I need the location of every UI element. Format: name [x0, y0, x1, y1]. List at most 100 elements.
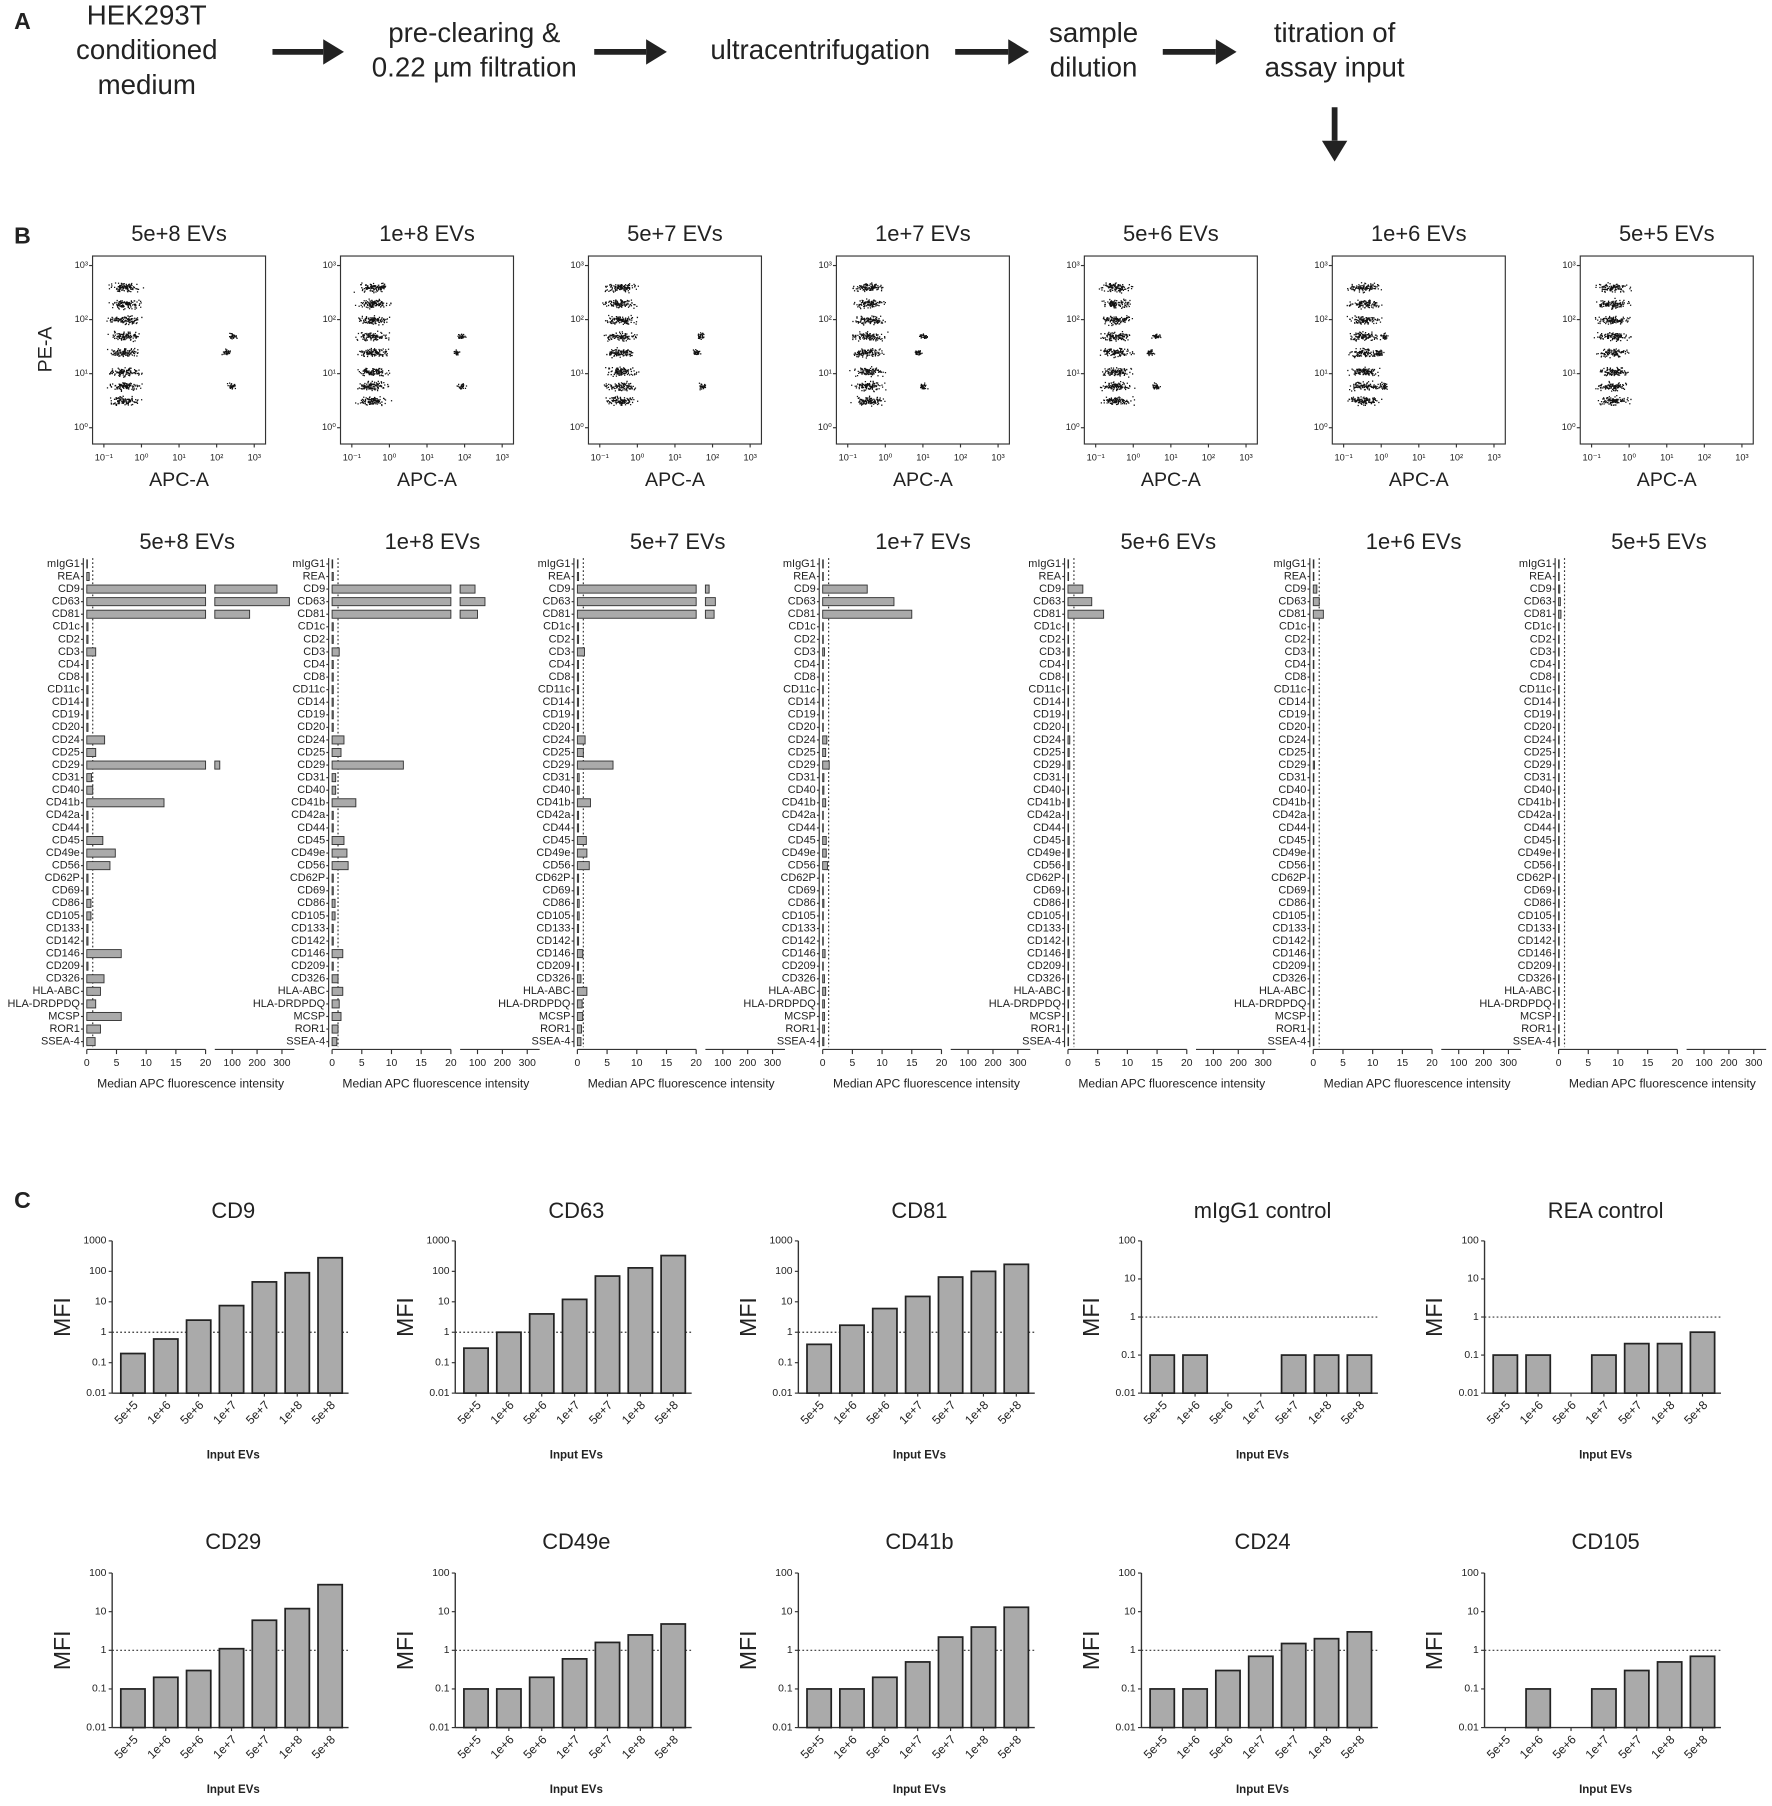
y-tick-label: CD2	[58, 633, 80, 645]
bar	[1067, 886, 1070, 896]
y-tick-label: CD20	[1278, 721, 1306, 733]
bar	[1067, 936, 1070, 946]
y-tick-label: CD63	[297, 596, 325, 608]
x-axis-label: Median APC fluorescence intensity	[588, 1076, 776, 1090]
bar	[1312, 697, 1315, 707]
x-tick-label: 10⁰	[1126, 452, 1140, 462]
bar	[1067, 685, 1070, 695]
bar	[561, 1298, 588, 1394]
y-tick-label: CD209	[1027, 960, 1061, 972]
y-tick-label: 10³	[1066, 260, 1079, 270]
bar	[1558, 710, 1560, 720]
y-tick-label: CD25	[52, 746, 80, 758]
y-tick-label: CD14	[52, 696, 80, 708]
bar	[822, 999, 825, 1009]
y-tick-label: MCSP	[48, 1010, 80, 1022]
bar	[331, 961, 334, 971]
x-tick-label: 5	[1340, 1058, 1346, 1069]
bar	[1558, 634, 1560, 644]
bar-upper	[459, 597, 486, 607]
y-axis-label: MFI	[49, 1297, 75, 1337]
bar	[1067, 798, 1070, 808]
y-tick-label: mIgG1	[1028, 558, 1061, 570]
bar	[152, 1676, 179, 1729]
x-axis-label: Input EVs	[1579, 1784, 1632, 1796]
y-tick-label: 1	[101, 1327, 107, 1338]
y-tick-label: REA	[793, 570, 816, 582]
y-tick-label: 10⁰	[74, 422, 88, 432]
x-tick-label: 0	[1556, 1058, 1562, 1069]
y-tick-label: CD209	[1518, 960, 1552, 972]
y-tick-label: CD142	[782, 935, 816, 947]
x-tick-label: 10³	[1735, 452, 1748, 462]
y-tick-label: CD49e	[291, 847, 325, 859]
bar	[822, 1011, 825, 1021]
bar	[576, 634, 580, 644]
y-tick-label: CD19	[1278, 709, 1306, 721]
x-tick-label: 10⁻¹	[95, 452, 113, 462]
bar	[331, 672, 334, 682]
bar	[86, 848, 116, 858]
bar	[822, 923, 824, 933]
bar	[1067, 1024, 1070, 1034]
y-tick-label: CD81	[1278, 608, 1306, 620]
y-tick-label: MCSP	[1520, 1010, 1552, 1022]
bar	[331, 647, 340, 657]
x-tick-label: 15	[170, 1058, 182, 1069]
bar	[331, 898, 336, 908]
bar	[1067, 923, 1070, 933]
y-tick-label: ROR1	[540, 1023, 570, 1035]
y-tick-label: CD25	[1033, 746, 1061, 758]
bar	[1558, 760, 1560, 770]
y-tick-label: SSEA-4	[1513, 1036, 1552, 1048]
bar	[576, 748, 584, 757]
x-tick-label: 10	[1122, 1058, 1134, 1069]
x-tick-label: 10⁻¹	[343, 452, 361, 462]
bar	[1067, 911, 1070, 921]
y-tick-label: CD20	[1524, 721, 1552, 733]
x-tick-label: 20	[445, 1058, 457, 1069]
bar	[86, 898, 92, 908]
y-tick-label: 100	[775, 1568, 793, 1579]
bar	[822, 810, 824, 820]
bar	[86, 936, 89, 946]
panel-label: C	[14, 1187, 31, 1213]
bar	[822, 685, 824, 695]
bar	[576, 609, 697, 619]
bar	[822, 898, 825, 908]
x-tick-label: 10⁰	[878, 452, 892, 462]
bar	[1312, 1037, 1315, 1047]
y-tick-label: CD44	[1278, 822, 1306, 834]
bar	[1656, 1342, 1683, 1394]
bar	[576, 660, 580, 670]
bar	[86, 559, 88, 569]
bar	[86, 949, 122, 959]
y-tick-label: CD3	[303, 646, 325, 658]
bar	[1312, 1011, 1315, 1021]
bar	[970, 1270, 997, 1394]
y-tick-label: CD8	[58, 671, 80, 683]
bar	[871, 1307, 898, 1394]
bar	[1313, 1637, 1340, 1729]
y-tick-label: CD31	[543, 772, 571, 784]
flow-step: assay input	[1265, 52, 1405, 83]
bar	[86, 622, 89, 632]
y-tick-label: CD40	[1524, 784, 1552, 796]
y-tick-label: CD40	[297, 784, 325, 796]
bar	[806, 1688, 833, 1729]
bar	[1558, 609, 1562, 619]
y-tick-label: CD105	[782, 910, 816, 922]
bar	[86, 660, 89, 670]
bar	[331, 1037, 338, 1047]
y-tick-label: CD19	[788, 709, 816, 721]
x-tick-label: 10⁻¹	[1087, 452, 1105, 462]
y-tick-label: CD142	[46, 935, 80, 947]
bar	[331, 773, 337, 783]
bar	[839, 1688, 865, 1729]
x-tick-label: 10	[631, 1058, 643, 1069]
bar	[871, 1676, 898, 1729]
y-tick-label: HLA-ABC	[1259, 985, 1307, 997]
bar	[86, 609, 207, 619]
y-tick-label: CD105	[291, 910, 325, 922]
y-tick-label: CD24	[1524, 734, 1552, 746]
